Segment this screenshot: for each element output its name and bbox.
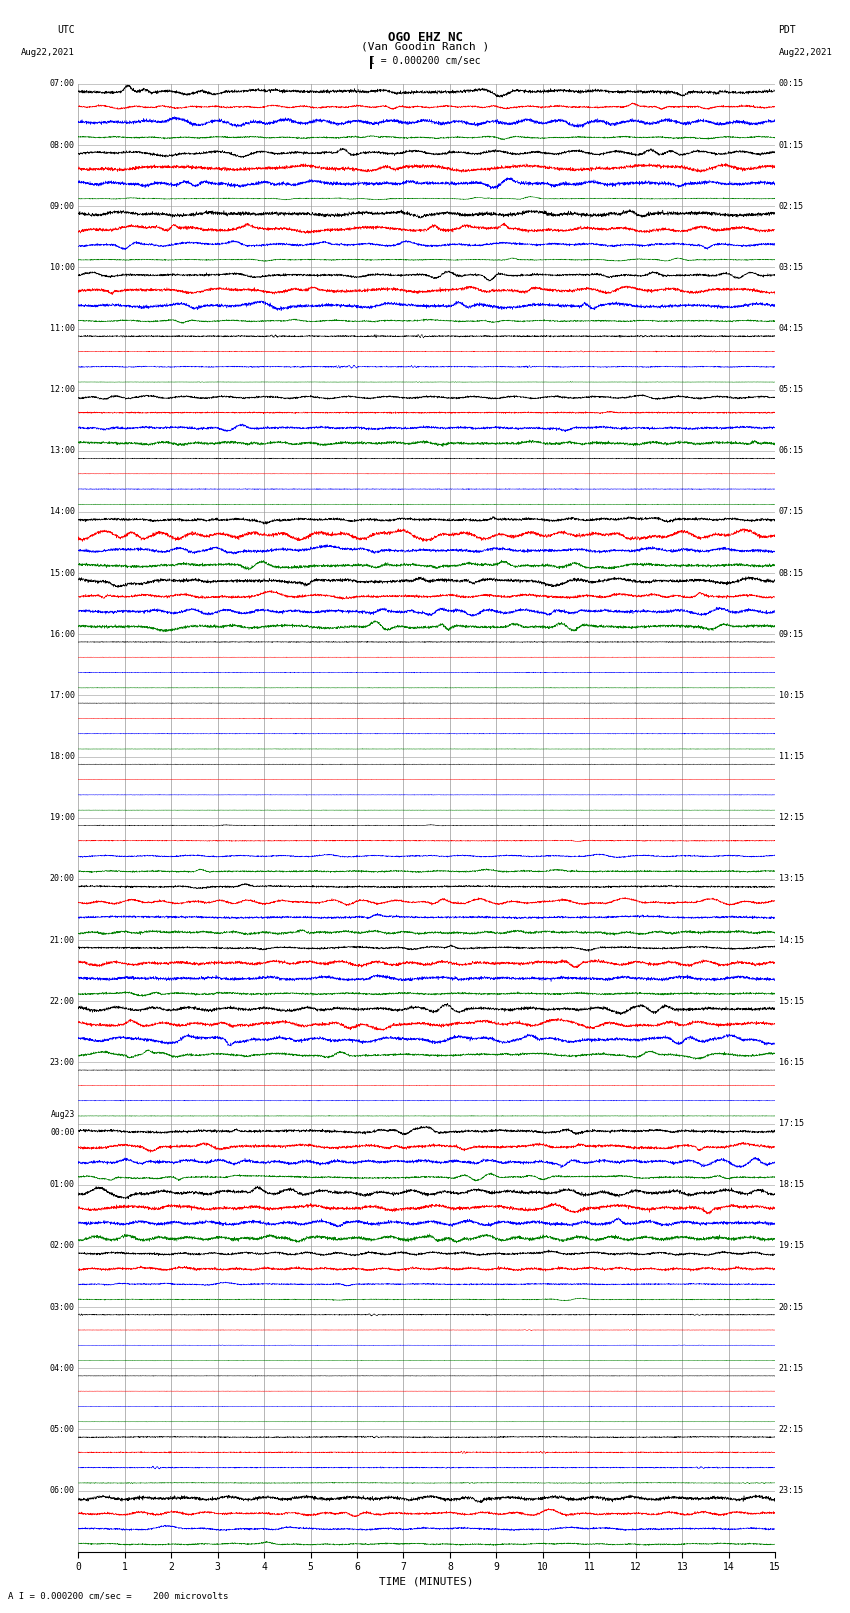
Text: 21:15: 21:15 (779, 1363, 803, 1373)
Text: 08:00: 08:00 (50, 140, 75, 150)
Text: 19:00: 19:00 (50, 813, 75, 823)
Text: 09:00: 09:00 (50, 202, 75, 211)
Text: 09:15: 09:15 (779, 629, 803, 639)
Text: 12:15: 12:15 (779, 813, 803, 823)
Text: 22:00: 22:00 (50, 997, 75, 1007)
Text: 18:00: 18:00 (50, 752, 75, 761)
Text: 02:15: 02:15 (779, 202, 803, 211)
Text: 12:00: 12:00 (50, 386, 75, 394)
Text: 05:15: 05:15 (779, 386, 803, 394)
Text: OGO EHZ NC: OGO EHZ NC (388, 31, 462, 44)
Text: 02:00: 02:00 (50, 1242, 75, 1250)
Text: 17:00: 17:00 (50, 690, 75, 700)
Text: 03:15: 03:15 (779, 263, 803, 273)
Text: 03:00: 03:00 (50, 1303, 75, 1311)
Text: 22:15: 22:15 (779, 1424, 803, 1434)
Text: 00:15: 00:15 (779, 79, 803, 89)
Text: 13:15: 13:15 (779, 874, 803, 884)
Text: Aug23: Aug23 (50, 1110, 75, 1119)
Text: 11:15: 11:15 (779, 752, 803, 761)
Text: 15:00: 15:00 (50, 569, 75, 577)
Text: 18:15: 18:15 (779, 1181, 803, 1189)
Text: 10:00: 10:00 (50, 263, 75, 273)
Text: 14:00: 14:00 (50, 508, 75, 516)
Text: UTC: UTC (57, 26, 75, 35)
Text: 07:15: 07:15 (779, 508, 803, 516)
Text: 23:00: 23:00 (50, 1058, 75, 1066)
Text: 20:00: 20:00 (50, 874, 75, 884)
Text: 16:00: 16:00 (50, 629, 75, 639)
Text: 07:00: 07:00 (50, 79, 75, 89)
Text: 11:00: 11:00 (50, 324, 75, 332)
Text: 14:15: 14:15 (779, 936, 803, 945)
Text: 04:15: 04:15 (779, 324, 803, 332)
Text: 10:15: 10:15 (779, 690, 803, 700)
Text: 06:15: 06:15 (779, 447, 803, 455)
X-axis label: TIME (MINUTES): TIME (MINUTES) (379, 1576, 474, 1586)
Text: 04:00: 04:00 (50, 1363, 75, 1373)
Text: A I = 0.000200 cm/sec =    200 microvolts: A I = 0.000200 cm/sec = 200 microvolts (8, 1590, 229, 1600)
Text: 00:00: 00:00 (50, 1129, 75, 1137)
Text: I = 0.000200 cm/sec: I = 0.000200 cm/sec (369, 56, 481, 66)
Text: Aug22,2021: Aug22,2021 (21, 48, 75, 56)
Text: 06:00: 06:00 (50, 1486, 75, 1495)
Text: 05:00: 05:00 (50, 1424, 75, 1434)
Text: 08:15: 08:15 (779, 569, 803, 577)
Text: 17:15: 17:15 (779, 1119, 803, 1127)
Text: (Van Goodin Ranch ): (Van Goodin Ranch ) (361, 42, 489, 52)
Text: 01:15: 01:15 (779, 140, 803, 150)
Text: 19:15: 19:15 (779, 1242, 803, 1250)
Text: Aug22,2021: Aug22,2021 (779, 48, 832, 56)
Text: 20:15: 20:15 (779, 1303, 803, 1311)
Text: 23:15: 23:15 (779, 1486, 803, 1495)
Text: 15:15: 15:15 (779, 997, 803, 1007)
Text: 16:15: 16:15 (779, 1058, 803, 1066)
Text: 01:00: 01:00 (50, 1181, 75, 1189)
Text: PDT: PDT (779, 26, 796, 35)
Text: 13:00: 13:00 (50, 447, 75, 455)
Text: 21:00: 21:00 (50, 936, 75, 945)
